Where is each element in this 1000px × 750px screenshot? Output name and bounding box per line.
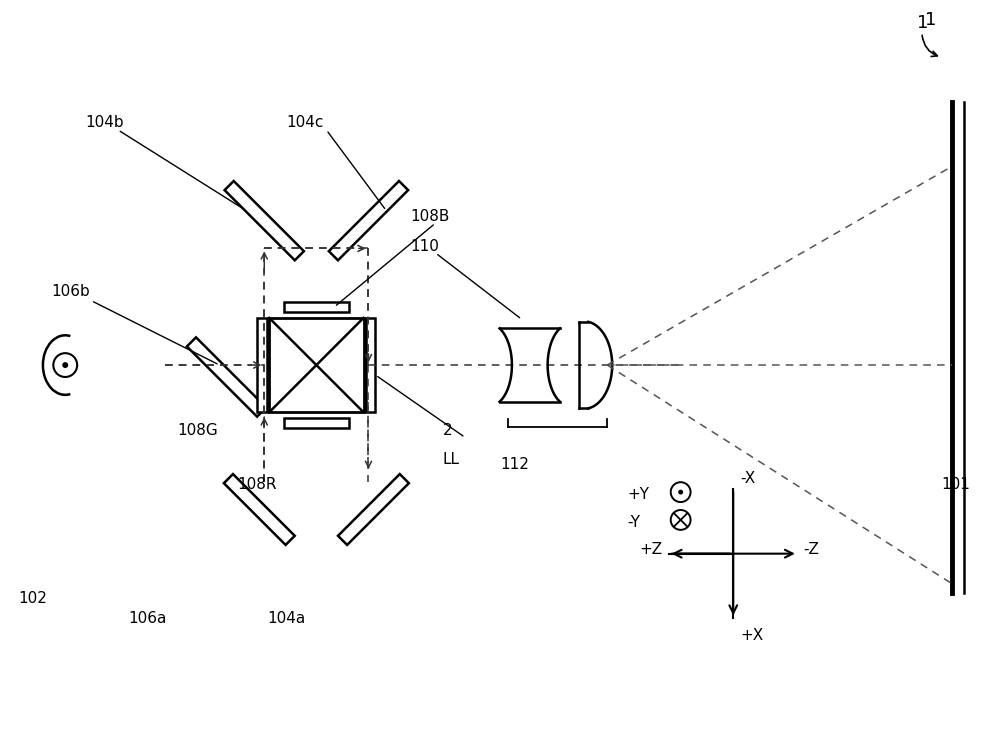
Text: +X: +X bbox=[740, 628, 763, 643]
Circle shape bbox=[62, 362, 68, 368]
Polygon shape bbox=[329, 181, 408, 260]
Polygon shape bbox=[187, 338, 266, 417]
Text: -X: -X bbox=[740, 471, 755, 486]
Text: 2: 2 bbox=[442, 422, 452, 437]
Text: 112: 112 bbox=[500, 458, 529, 472]
Text: 108G: 108G bbox=[177, 422, 218, 437]
Polygon shape bbox=[225, 181, 304, 260]
Text: 110: 110 bbox=[411, 239, 440, 254]
Text: +Z: +Z bbox=[639, 542, 662, 557]
Bar bbox=[269, 318, 364, 413]
Bar bbox=[284, 419, 349, 428]
Text: 1: 1 bbox=[917, 13, 928, 32]
Bar bbox=[257, 318, 267, 413]
Text: -Z: -Z bbox=[804, 542, 820, 557]
Text: 104c: 104c bbox=[287, 115, 324, 130]
Circle shape bbox=[671, 482, 691, 502]
Text: 1: 1 bbox=[925, 10, 936, 28]
Bar bbox=[284, 302, 349, 312]
Text: 106a: 106a bbox=[128, 611, 167, 626]
Circle shape bbox=[53, 353, 77, 377]
Text: 106b: 106b bbox=[51, 284, 90, 298]
Polygon shape bbox=[224, 474, 295, 545]
Text: +Y: +Y bbox=[627, 487, 649, 502]
Text: LL: LL bbox=[442, 452, 459, 467]
Polygon shape bbox=[338, 474, 409, 545]
Text: 104a: 104a bbox=[267, 611, 306, 626]
Text: 104b: 104b bbox=[85, 115, 124, 130]
Text: 102: 102 bbox=[19, 591, 47, 606]
Circle shape bbox=[678, 490, 683, 494]
Text: 108R: 108R bbox=[237, 477, 276, 492]
Text: 101: 101 bbox=[942, 477, 971, 492]
Bar bbox=[366, 318, 375, 413]
Text: -Y: -Y bbox=[627, 514, 640, 529]
Circle shape bbox=[671, 510, 691, 530]
Text: 108B: 108B bbox=[411, 209, 450, 224]
